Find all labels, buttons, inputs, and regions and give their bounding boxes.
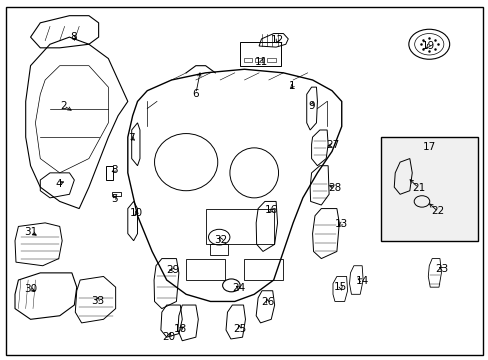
Text: 17: 17 bbox=[422, 143, 435, 153]
Text: 5: 5 bbox=[111, 194, 117, 203]
Text: 28: 28 bbox=[327, 183, 341, 193]
Bar bbox=[186, 258, 224, 280]
Bar bbox=[112, 192, 121, 196]
Text: 32: 32 bbox=[214, 235, 227, 245]
Text: 8: 8 bbox=[70, 32, 77, 42]
Bar bbox=[239, 42, 281, 66]
Text: 14: 14 bbox=[355, 276, 368, 286]
Text: 20: 20 bbox=[162, 332, 175, 342]
Text: 2: 2 bbox=[60, 101, 67, 111]
Bar bbox=[266, 58, 275, 62]
Text: 25: 25 bbox=[233, 324, 246, 334]
Text: 30: 30 bbox=[24, 284, 37, 294]
Text: 13: 13 bbox=[334, 219, 347, 229]
Text: 11: 11 bbox=[254, 57, 267, 67]
Text: 9: 9 bbox=[307, 101, 314, 111]
Text: 33: 33 bbox=[91, 296, 104, 306]
Bar bbox=[380, 137, 477, 241]
Text: 29: 29 bbox=[165, 265, 179, 275]
Text: 16: 16 bbox=[264, 205, 278, 215]
Text: 18: 18 bbox=[173, 324, 186, 334]
Bar bbox=[255, 58, 264, 62]
Text: 4: 4 bbox=[55, 179, 62, 189]
Text: 21: 21 bbox=[411, 183, 425, 193]
Text: 27: 27 bbox=[325, 140, 339, 150]
Text: 23: 23 bbox=[434, 264, 447, 274]
Bar bbox=[244, 258, 283, 280]
Bar bbox=[205, 208, 273, 244]
Text: 22: 22 bbox=[430, 206, 444, 216]
Text: 1: 1 bbox=[288, 81, 295, 91]
Bar bbox=[243, 58, 252, 62]
Text: 10: 10 bbox=[130, 208, 143, 218]
Text: 12: 12 bbox=[270, 35, 284, 45]
Text: 15: 15 bbox=[333, 282, 346, 292]
Text: 26: 26 bbox=[261, 297, 274, 307]
Text: 7: 7 bbox=[128, 133, 135, 143]
Text: 6: 6 bbox=[192, 89, 199, 99]
Text: 24: 24 bbox=[232, 283, 245, 293]
Text: 3: 3 bbox=[111, 165, 118, 175]
Text: 19: 19 bbox=[421, 41, 434, 51]
Text: 31: 31 bbox=[24, 227, 37, 237]
Bar bbox=[210, 244, 227, 255]
